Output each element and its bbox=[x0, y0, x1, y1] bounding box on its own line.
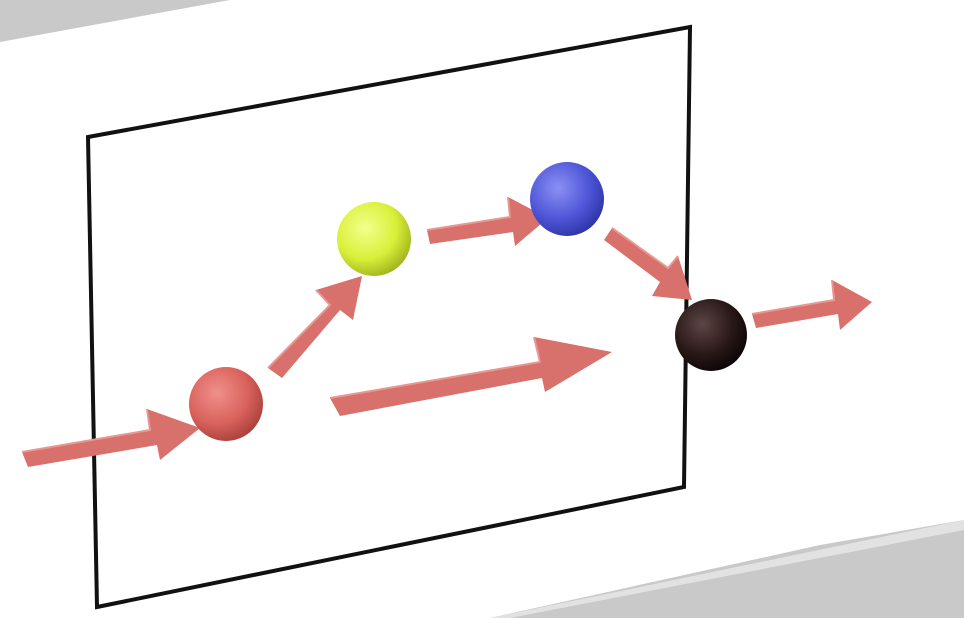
arrow-blue-to-black bbox=[604, 227, 692, 300]
arrow-black-out bbox=[751, 279, 872, 330]
arrows-group bbox=[21, 196, 872, 467]
layer-frame bbox=[85, 24, 693, 610]
floor-bottom-right-edge bbox=[490, 520, 964, 618]
black-node bbox=[675, 299, 747, 371]
arrow-red-to-yellow bbox=[267, 276, 362, 378]
yellow-node bbox=[337, 202, 411, 276]
arrow-yellow-to-blue bbox=[426, 196, 548, 246]
floor-top-left bbox=[0, 0, 230, 42]
red-node bbox=[189, 367, 263, 441]
arrow-in-to-red bbox=[21, 408, 200, 467]
blue-node bbox=[530, 162, 604, 236]
arrow-red-to-black-skip bbox=[329, 336, 612, 416]
